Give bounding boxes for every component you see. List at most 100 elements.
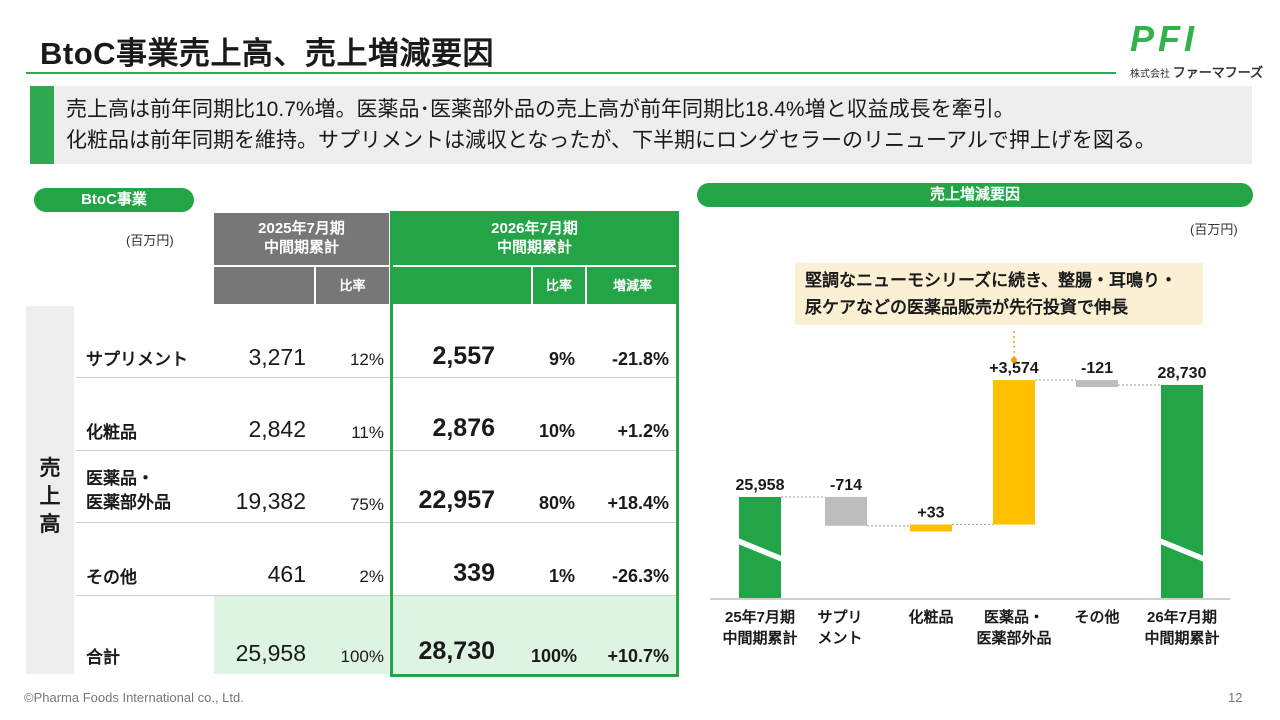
table-cell-2026-value: 339 [453,559,495,587]
category-label: その他 [1074,608,1119,626]
row-divider [76,522,678,523]
summary-text: 売上高は前年同期比10.7%増。医薬品･医薬部外品の売上高が前年同期比18.4%… [66,94,1156,156]
table-cell-2026-ratio: 1% [548,566,575,586]
callout-line-2: 尿ケアなどの医薬品販売が先行投資で伸長 [805,298,1128,317]
total-row-bg-2026 [391,596,678,674]
waterfall-bar [825,496,867,526]
logo-name: ファーマフーズ [1172,65,1264,80]
header-2026-period: 2026年7月期 中間期累計 [391,213,678,265]
table-cell-2026-change: +18.4% [607,493,669,513]
title-underline [26,72,1116,74]
summary-accent-bar [30,86,54,164]
btoc-section-label: BtoC事業 [34,188,194,212]
category-label: 26年7月期 [1147,608,1217,626]
table-cell-2025-value: 19,382 [235,488,306,514]
side-label-char-1: 売 [39,457,61,480]
total-row-bg-2025 [214,596,389,674]
header-2025-ratio: 比率 [316,267,389,304]
table-cell-2026-total-change: +10.7% [607,646,669,666]
row-divider [76,450,678,451]
waterfall-value-label: -714 [830,477,862,494]
waterfall-value-label: 25,958 [736,477,785,494]
waterfall-bar [1161,384,1203,598]
table-cell-2026-change: -21.8% [611,349,669,369]
header-2026-ratio: 比率 [533,267,585,304]
waterfall-bar [910,524,952,532]
table-cell-2025-ratio: 11% [351,423,384,442]
highlight-frame-2026 [390,211,679,677]
category-label: 中間期累計 [722,629,797,647]
header-2026-change: 増減率 [587,267,678,304]
side-label: 売 上 高 [26,455,74,539]
category-label: サプリ [817,609,862,626]
row-divider [76,595,678,596]
category-label: 中間期累計 [1144,629,1219,647]
category-label: 医薬品・ [984,608,1044,626]
table-cell-2026-value: 22,957 [418,486,495,514]
category-label: 化粧品 [908,608,953,626]
waterfall-value-label: 28,730 [1158,365,1207,382]
table-cell-2026-ratio: 10% [538,421,575,441]
summary-line-1: 売上高は前年同期比10.7%増。医薬品･医薬部外品の売上高が前年同期比18.4%… [66,98,1015,121]
chart-callout: 堅調なニューモシリーズに続き、整腸・耳鳴り・ 尿ケアなどの医薬品販売が先行投資で… [795,263,1203,325]
header-2026-line2: 中間期累計 [496,239,572,256]
table-row-label: その他 [86,568,137,587]
header-2026-line1: 2026年7月期 [491,220,578,237]
header-2025-line2: 中間期累計 [263,239,339,256]
page-title: BtoC事業売上高、売上増減要因 [40,36,495,71]
row-divider [76,377,678,378]
header-2025-value [214,267,314,304]
table-row-label-total: 合計 [86,648,120,667]
header-2026-value [391,267,531,304]
table-cell-2026-total-ratio: 100% [531,646,578,666]
waterfall-bar [993,380,1035,525]
waterfall-chart: 25,958 -714 +33 +3,574 -121 28,730 25年7月期 中間期累計… [690,330,1270,670]
table-row-label: 医薬品・ 医薬部外品 [86,469,171,512]
waterfall-bar [1076,380,1118,388]
callout-pointer-dot [1011,357,1017,363]
copyright: ©Pharma Foods International co., Ltd. [24,690,244,705]
logo-mark: PFI [1130,18,1199,59]
callout-line-1: 堅調なニューモシリーズに続き、整腸・耳鳴り・ [805,271,1177,290]
summary-line-2: 化粧品は前年同期を維持。サプリメントは減収となったが、下半期にロングセラーのリニ… [66,129,1156,152]
waterfall-value-label: -121 [1081,360,1113,377]
company-logo: PFI 株式会社 ファーマフーズ [1126,18,1263,81]
waterfall-svg: 25,958 -714+33+3,574 -121 28,73025年7月期中間期累計… [710,330,1230,647]
page-number: 12 [1228,690,1243,705]
summary-box: 売上高は前年同期比10.7%増。医薬品･医薬部外品の売上高が前年同期比18.4%… [30,86,1252,164]
header-2025-period: 2025年7月期 中間期累計 [214,213,389,265]
table-cell-2025-value: 2,842 [248,416,306,442]
table-row-label: サプリメント [86,350,188,369]
table-row-label: 化粧品 [86,423,137,442]
table-cell-2025-value: 3,271 [248,344,306,370]
category-label: メント [817,630,862,647]
table-cell-2026-ratio: 80% [538,493,575,513]
table-cell-2026-ratio: 9% [548,349,575,369]
logo-company-name: 株式会社 ファーマフーズ [1130,62,1263,81]
table-cell-2026-value: 2,557 [432,342,495,370]
table-cell-2025-ratio: 2% [359,567,384,586]
table-cell-2025-ratio: 12% [349,350,384,369]
chart-unit: (百万円) [1190,222,1238,237]
table-cell-2025-total: 25,958 [235,640,306,666]
axis-break-mark [1160,538,1204,562]
table-cell-2026-change: +1.2% [617,421,669,441]
table-cell-2026-total: 28,730 [418,637,495,665]
waterfall-value-label: +33 [917,504,944,521]
axis-break-mark [738,538,782,562]
factors-section-label: 売上増減要因 [697,183,1253,207]
table-unit: (百万円) [126,233,174,248]
side-label-background [26,306,74,674]
side-label-char-3: 高 [39,513,61,536]
side-label-char-2: 上 [39,485,61,508]
table-cell-2025-value: 461 [267,561,306,587]
category-label: 25年7月期 [725,608,795,626]
logo-prefix: 株式会社 [1130,69,1170,80]
header-2025-line1: 2025年7月期 [258,220,345,237]
table-cell-2025-ratio: 75% [349,495,384,514]
table-cell-2025-total-ratio: 100% [340,647,384,666]
category-label: 医薬部外品 [976,629,1051,647]
waterfall-value-label: +3,574 [989,360,1038,377]
table-cell-2026-value: 2,876 [432,414,495,442]
table-cell-2026-change: -26.3% [611,566,669,586]
